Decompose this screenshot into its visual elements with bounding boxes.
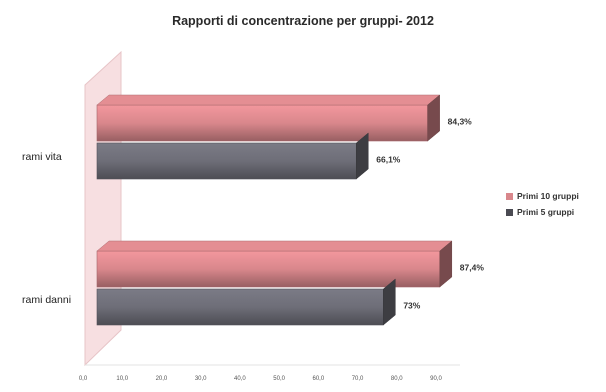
legend-label-primi-10: Primi 10 gruppi <box>517 191 579 201</box>
bar-top-rami-danni-series-0 <box>96 240 453 252</box>
x-tick-label-7: 70,0 <box>352 376 364 382</box>
data-label-rami-danni-series-0: 87,4% <box>460 262 485 272</box>
legend: Primi 10 gruppi Primi 5 gruppi <box>506 188 579 220</box>
bar-side-rami-vita-series-1 <box>356 132 369 180</box>
x-tick-label-8: 80,0 <box>391 376 403 382</box>
legend-swatch-primi-5 <box>506 208 513 216</box>
bar-side-rami-danni-series-0 <box>439 240 453 288</box>
legend-label-primi-5: Primi 5 gruppi <box>517 207 575 217</box>
x-tick-label-6: 60,0 <box>312 376 324 382</box>
x-tick-label-2: 20,0 <box>156 376 168 382</box>
bar-side-rami-vita-series-0 <box>427 94 440 142</box>
legend-item-primi-10-gruppi: Primi 10 gruppi <box>506 188 579 204</box>
bar-rami-vita-series-0 <box>96 104 428 142</box>
bar-rami-danni-series-0 <box>96 250 441 288</box>
legend-swatch-primi-10 <box>506 192 513 200</box>
x-tick-label-1: 10,0 <box>116 376 128 382</box>
x-tick-label-9: 90,0 <box>430 376 442 382</box>
x-tick-label-3: 30,0 <box>195 376 207 382</box>
bar-top-rami-vita-series-0 <box>96 94 441 106</box>
bar-rami-danni-series-1 <box>96 288 384 326</box>
legend-item-primi-5-gruppi: Primi 5 gruppi <box>506 204 579 220</box>
data-label-rami-danni-series-1: 73% <box>403 300 420 310</box>
data-label-rami-vita-series-1: 66,1% <box>376 154 401 164</box>
bar-side-rami-danni-series-1 <box>383 278 396 326</box>
data-label-rami-vita-series-0: 84,3% <box>448 116 473 126</box>
x-tick-label-5: 50,0 <box>273 376 285 382</box>
category-label-rami-vita: rami vita <box>22 151 62 163</box>
chart-title: Rapporti di concentrazione per gruppi- 2… <box>172 14 434 28</box>
bar-rami-vita-series-1 <box>96 142 357 180</box>
x-tick-label-0: 0,0 <box>79 376 88 382</box>
x-tick-label-4: 40,0 <box>234 376 246 382</box>
category-label-rami-danni: rami danni <box>22 294 71 306</box>
